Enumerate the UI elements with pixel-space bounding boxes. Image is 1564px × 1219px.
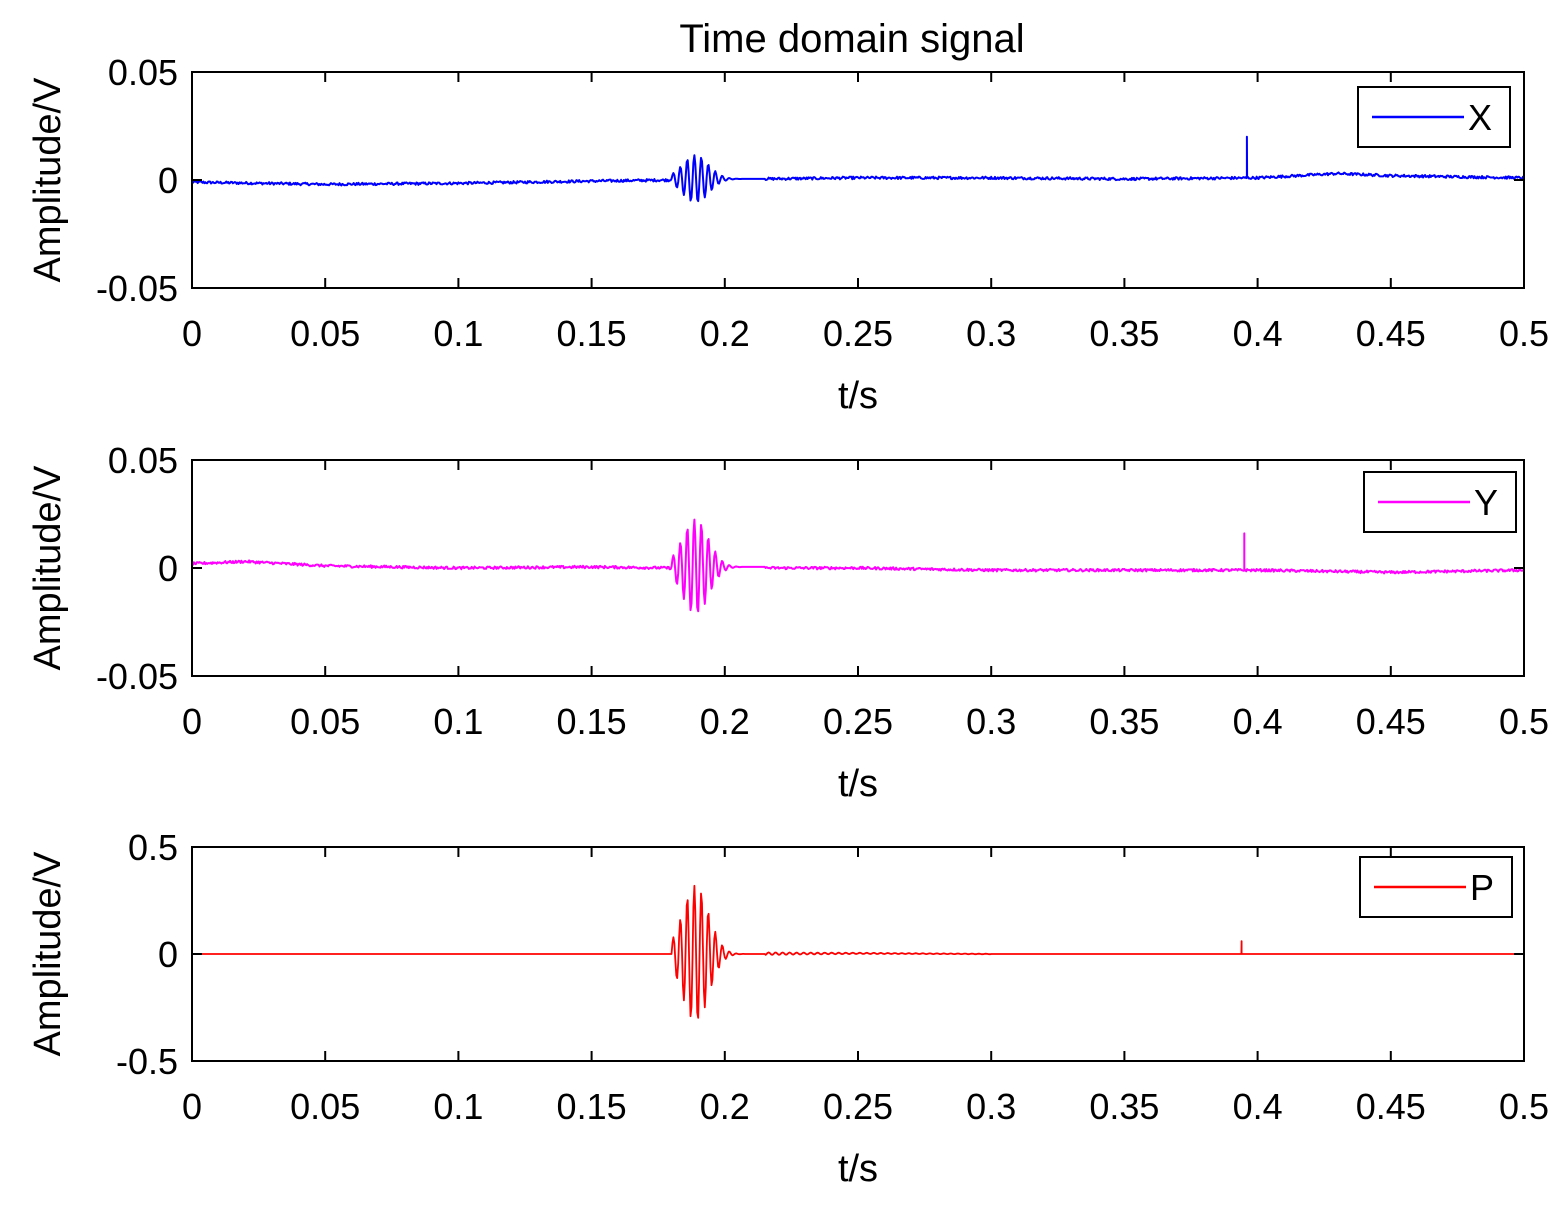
legend-label-p: P	[1470, 867, 1494, 908]
x-tick-label: 0.5	[1499, 1086, 1549, 1127]
x-tick-label: 0.5	[1499, 313, 1549, 354]
y-axis-label: Amplitude/V	[27, 465, 69, 671]
x-tick-label: 0.4	[1233, 701, 1283, 742]
x-tick-label: 0.5	[1499, 701, 1549, 742]
legend: Y	[1363, 471, 1517, 533]
series-line-y	[191, 518, 1525, 613]
x-tick-label: 0.4	[1233, 313, 1283, 354]
x-tick-label: 0.45	[1356, 701, 1426, 742]
subplot-1: 0 0.05 0.1 0.15 0.2 0.25 0.3 0.35 0.4 0.45 0.5 -0.0…	[27, 52, 1549, 417]
y-tick-label: -0.05	[96, 268, 178, 309]
subplots: 0 0.05 0.1 0.15 0.2 0.25 0.3 0.35 0.4 0.45 0.5 -0.0…	[27, 52, 1549, 1190]
legend: X	[1357, 86, 1511, 148]
x-tick-label: 0	[182, 313, 202, 354]
x-tick-label: 0.1	[433, 313, 483, 354]
x-tick-label: 0.2	[700, 1086, 750, 1127]
legend-label-y: Y	[1474, 482, 1498, 523]
x-axis-label: t/s	[838, 763, 878, 805]
x-tick-label: 0.45	[1356, 313, 1426, 354]
x-tick-label: 0.15	[557, 701, 627, 742]
x-tick-label: 0.05	[290, 701, 360, 742]
y-axis-label: Amplitude/V	[27, 851, 69, 1057]
x-tick-label: 0.25	[823, 701, 893, 742]
x-axis-label: t/s	[838, 375, 878, 417]
y-tick-label: 0.05	[108, 52, 178, 93]
x-tick-label: 0.35	[1089, 701, 1159, 742]
x-tick-label: 0.3	[966, 313, 1016, 354]
x-tick-label: 0.35	[1089, 1086, 1159, 1127]
x-tick-label: 0.2	[700, 313, 750, 354]
x-tick-label: 0.1	[433, 1086, 483, 1127]
x-tick-label: 0.4	[1233, 1086, 1283, 1127]
x-tick-label: 0.1	[433, 701, 483, 742]
y-tick-label: 0	[158, 160, 178, 201]
axes-frame	[191, 71, 1525, 289]
x-axis-label: t/s	[838, 1148, 878, 1190]
series-line-p	[192, 884, 1524, 1019]
x-tick-label: 0.45	[1356, 1086, 1426, 1127]
y-axis-label: Amplitude/V	[27, 77, 69, 283]
x-tick-label: 0.35	[1089, 313, 1159, 354]
x-tick-label: 0.25	[823, 313, 893, 354]
subplot-3: 0 0.05 0.1 0.15 0.2 0.25 0.3 0.35 0.4 0.45 0.5 -0.5…	[27, 827, 1549, 1190]
y-tick-label: -0.05	[96, 656, 178, 697]
x-tick-label: 0	[182, 701, 202, 742]
x-tick-label: 0.15	[557, 313, 627, 354]
y-tick-label: 0	[158, 548, 178, 589]
series-line-x	[191, 135, 1525, 203]
x-tick-label: 0.15	[557, 1086, 627, 1127]
x-tick-label: 0	[182, 1086, 202, 1127]
subplot-2: 0 0.05 0.1 0.15 0.2 0.25 0.3 0.35 0.4 0.45 0.5 -0.0…	[27, 440, 1549, 805]
y-tick-label: 0	[158, 934, 178, 975]
x-tick-label: 0.3	[966, 1086, 1016, 1127]
legend-label-x: X	[1468, 97, 1492, 138]
y-tick-label: 0.05	[108, 440, 178, 481]
figure-title: Time domain signal	[679, 17, 1024, 61]
y-tick-label: -0.5	[116, 1041, 178, 1082]
x-tick-label: 0.05	[290, 313, 360, 354]
y-tick-label: 0.5	[128, 827, 178, 868]
x-tick-label: 0.25	[823, 1086, 893, 1127]
x-tick-label: 0.3	[966, 701, 1016, 742]
legend: P	[1359, 856, 1513, 918]
x-tick-label: 0.05	[290, 1086, 360, 1127]
x-tick-label: 0.2	[700, 701, 750, 742]
